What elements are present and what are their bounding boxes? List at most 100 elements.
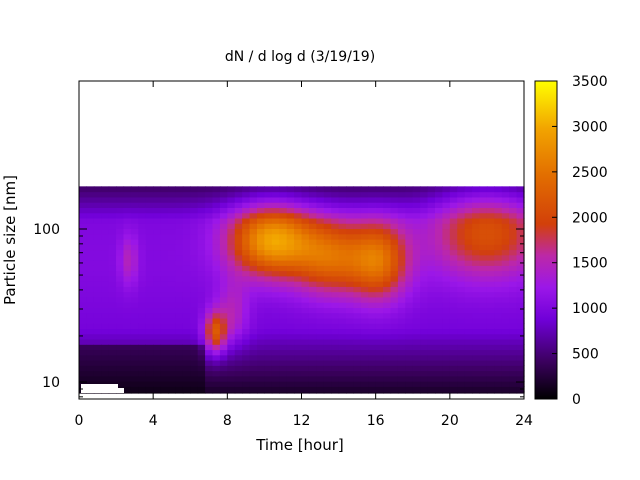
heatmap-cell — [86, 312, 95, 319]
heatmap-cell — [412, 270, 421, 277]
heatmap-cell — [116, 296, 125, 303]
heatmap-cell — [175, 302, 184, 308]
heatmap-cell — [397, 381, 406, 387]
heatmap-cell — [353, 291, 362, 298]
heatmap-cell — [338, 238, 347, 245]
heatmap-cell — [138, 212, 147, 219]
heatmap-cell — [175, 375, 184, 382]
heatmap-cell — [486, 238, 495, 245]
heatmap-cell — [145, 281, 154, 287]
heatmap-cell — [79, 286, 88, 293]
heatmap-cell — [494, 291, 503, 298]
heatmap-cell — [190, 186, 199, 193]
heatmap-cell — [101, 254, 110, 261]
heatmap-cell — [123, 386, 132, 393]
heatmap-cell — [175, 344, 184, 351]
heatmap-cell — [472, 296, 481, 303]
heatmap-cell — [464, 281, 473, 287]
heatmap-cell — [130, 186, 139, 193]
heatmap-cell — [494, 381, 503, 387]
heatmap-cell — [205, 323, 214, 330]
heatmap-cell — [316, 328, 325, 335]
heatmap-cell — [390, 317, 399, 324]
heatmap-cell — [375, 275, 384, 282]
heatmap-cell — [301, 244, 310, 251]
heatmap-cell — [153, 186, 162, 193]
heatmap-cell — [435, 249, 444, 256]
heatmap-cell — [116, 307, 125, 314]
heatmap-cell — [509, 233, 518, 240]
heatmap-cell — [123, 212, 132, 219]
heatmap-cell — [294, 386, 303, 393]
heatmap-cell — [242, 302, 251, 308]
heatmap-cell — [509, 249, 518, 256]
heatmap-cell — [464, 186, 473, 193]
heatmap-cell — [153, 370, 162, 377]
heatmap-cell — [212, 359, 221, 366]
heatmap-cell — [271, 296, 280, 303]
heatmap-cell — [205, 349, 214, 356]
heatmap-cell — [464, 338, 473, 345]
heatmap-cell — [390, 244, 399, 251]
heatmap-cell — [249, 249, 258, 256]
heatmap-cell — [190, 365, 199, 372]
heatmap-cell — [271, 323, 280, 330]
heatmap-cell — [108, 244, 117, 251]
heatmap-cell — [472, 281, 481, 287]
heatmap-cell — [464, 270, 473, 277]
heatmap-cell — [516, 349, 525, 356]
heatmap-cell — [323, 354, 332, 361]
heatmap-cell — [249, 228, 258, 235]
heatmap-cell — [427, 307, 436, 314]
heatmap-cell — [219, 228, 228, 235]
heatmap-cell — [457, 381, 466, 387]
missing-data-patch — [118, 388, 124, 393]
heatmap-cell — [234, 254, 243, 261]
heatmap-cell — [271, 217, 280, 224]
heatmap-cell — [472, 365, 481, 372]
heatmap-cell — [145, 254, 154, 261]
heatmap-cell — [308, 238, 317, 245]
heatmap-cell — [427, 302, 436, 308]
heatmap-cell — [234, 186, 243, 193]
heatmap-cell — [286, 375, 295, 382]
heatmap-cell — [116, 359, 125, 366]
heatmap-cell — [316, 286, 325, 293]
heatmap-cell — [93, 381, 102, 387]
heatmap-cell — [264, 207, 273, 214]
heatmap-cell — [464, 317, 473, 324]
heatmap-cell — [145, 207, 154, 214]
heatmap-cell — [257, 302, 266, 308]
heatmap-cell — [123, 381, 132, 387]
heatmap-cell — [116, 349, 125, 356]
heatmap-cell — [294, 233, 303, 240]
heatmap-cell — [301, 349, 310, 356]
heatmap-cell — [175, 244, 184, 251]
heatmap-cell — [182, 375, 191, 382]
heatmap-cell — [190, 244, 199, 251]
heatmap-cell — [412, 291, 421, 298]
heatmap-cell — [316, 338, 325, 345]
heatmap-cell — [449, 338, 458, 345]
heatmap-cell — [479, 212, 488, 219]
heatmap-cell — [323, 233, 332, 240]
heatmap-cell — [472, 359, 481, 366]
heatmap-cell — [472, 265, 481, 272]
heatmap-cell — [494, 296, 503, 303]
heatmap-cell — [86, 323, 95, 330]
colorbar-tick-label: 3500 — [572, 74, 608, 90]
heatmap-cell — [227, 323, 236, 330]
heatmap-cell — [390, 217, 399, 224]
heatmap-cell — [360, 202, 369, 208]
heatmap-cell — [368, 244, 377, 251]
heatmap-cell — [271, 307, 280, 314]
heatmap-cell — [457, 244, 466, 251]
heatmap-cell — [242, 296, 251, 303]
heatmap-cell — [153, 254, 162, 261]
heatmap-cell — [457, 260, 466, 266]
heatmap-cell — [316, 228, 325, 235]
heatmap-cell — [338, 191, 347, 198]
heatmap-cell — [212, 212, 221, 219]
heatmap-cell — [435, 307, 444, 314]
heatmap-cell — [249, 217, 258, 224]
